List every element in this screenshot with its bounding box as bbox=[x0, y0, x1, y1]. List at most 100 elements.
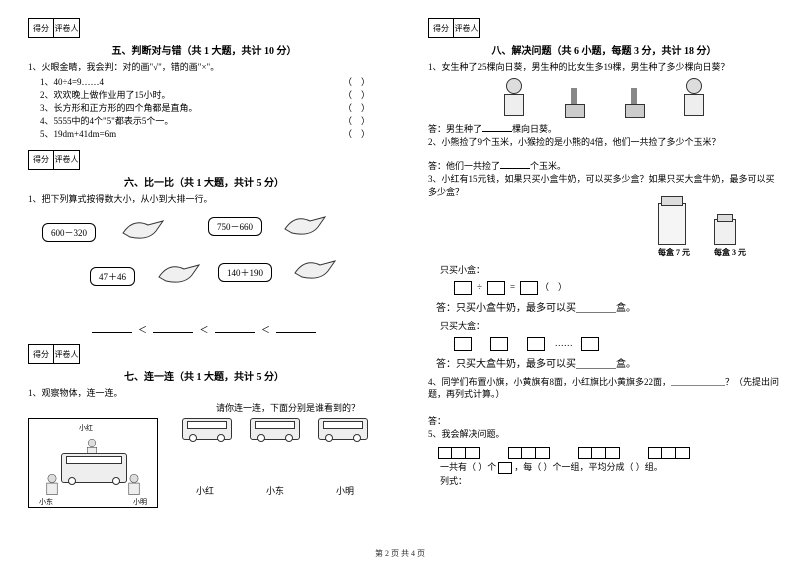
blank bbox=[482, 122, 512, 132]
grader-label: 评卷人 bbox=[54, 18, 80, 38]
q4-answer: 答： bbox=[428, 415, 780, 428]
q2: 2、小熊捡了9个玉米，小猴捡的是小熊的4倍，他们一共捡了多少个玉米？ bbox=[428, 136, 780, 149]
bus-options: 小红 小东 小明 bbox=[170, 418, 380, 508]
box bbox=[487, 281, 505, 295]
s5-item-1-text: 1、40÷4=9……4 bbox=[40, 75, 104, 88]
score-box-8: 得分 评卷人 bbox=[428, 18, 780, 38]
q3-big-calc: …… bbox=[452, 337, 780, 351]
bird-icon bbox=[154, 257, 204, 287]
q1a-prefix: 答：男生种了 bbox=[428, 124, 482, 134]
kid-icon bbox=[44, 474, 61, 496]
score-label: 得分 bbox=[28, 150, 54, 170]
q3-small-calc: ÷=（ ） bbox=[452, 280, 780, 295]
kid-icon bbox=[126, 474, 143, 496]
q5-line2: 列式： bbox=[440, 475, 780, 488]
q3: 3、小红有15元钱，如果只买小盒牛奶，可以买多少盒？如果只买大盒牛奶，最多可以买… bbox=[428, 173, 780, 198]
scene-name-2: 小东 bbox=[39, 497, 53, 507]
s5-item-4-text: 4、5555中的4个"5"都表示5个一。 bbox=[40, 114, 173, 127]
blank bbox=[500, 159, 530, 169]
car-icon bbox=[61, 453, 127, 483]
q3-big-label: 只买大盒： bbox=[440, 320, 780, 333]
milk-big-label: 每盒 7 元 bbox=[658, 247, 690, 258]
paren: （ ） bbox=[340, 101, 370, 114]
q5-line1a: 一共有（ ）个 bbox=[440, 462, 496, 472]
right-column: 得分 评卷人 八、解决问题（共 6 小题，每题 3 分，共计 18 分） 1、女… bbox=[400, 0, 800, 565]
q2a-prefix: 答：他们一共捡了 bbox=[428, 161, 500, 171]
scene-box: 小红 小东 小明 bbox=[28, 418, 158, 508]
q1-illustration bbox=[428, 78, 780, 118]
q1-answer: 答：男生种了 棵向日葵。 bbox=[428, 122, 780, 136]
scene-name-3: 小明 bbox=[133, 497, 147, 507]
s5-item-3: 3、长方形和正方形的四个角都是直角。 （ ） bbox=[40, 101, 380, 114]
bird-icon bbox=[280, 209, 330, 239]
paren: （ ） bbox=[340, 127, 370, 140]
score-box-6: 得分 评卷人 bbox=[28, 150, 380, 170]
box bbox=[454, 337, 472, 351]
expr-1: 600－320 bbox=[42, 223, 96, 242]
score-label: 得分 bbox=[428, 18, 454, 38]
section6-intro: 1、把下列算式按得数大小，从小到大排一行。 bbox=[28, 193, 380, 206]
paren: （ ） bbox=[340, 88, 370, 101]
section7-title: 七、连一连（共 1 大题，共计 5 分） bbox=[28, 368, 380, 383]
bus-view-2 bbox=[250, 418, 300, 440]
score-label: 得分 bbox=[28, 344, 54, 364]
left-column: 得分 评卷人 五、判断对与错（共 1 大题，共计 10 分） 1、火眼金睛，我会… bbox=[0, 0, 400, 565]
s5-item-1: 1、40÷4=9……4 （ ） bbox=[40, 75, 380, 88]
section5-title: 五、判断对与错（共 1 大题，共计 10 分） bbox=[28, 42, 380, 57]
expr-4: 140＋190 bbox=[218, 263, 272, 282]
blank bbox=[92, 332, 132, 333]
flowerpot-icon bbox=[619, 78, 649, 118]
box bbox=[498, 462, 512, 474]
q1: 1、女生种了25棵向日葵，男生种的比女生多19棵，男生种了多少棵向日葵？ bbox=[428, 61, 780, 74]
bird-icon bbox=[290, 253, 340, 283]
q5: 5、我会解决问题。 bbox=[428, 428, 780, 441]
milk-big-icon bbox=[658, 203, 686, 245]
q4: 4、同学们布置小旗，小黄旗有8面，小红旗比小黄旗多22面，___________… bbox=[428, 376, 780, 401]
person-3: 小明 bbox=[336, 484, 354, 497]
q3-big-answer: 答：只买大盒牛奶，最多可以买________盒。 bbox=[436, 355, 780, 370]
person-1: 小红 bbox=[196, 484, 214, 497]
s5-item-5: 5、19dm+41dm=6m （ ） bbox=[40, 127, 380, 140]
q1a-suffix: 棵向日葵。 bbox=[512, 124, 557, 134]
q2a-suffix: 个玉米。 bbox=[530, 161, 566, 171]
score-box-7: 得分 评卷人 bbox=[28, 344, 380, 364]
milk-big-wrap: 每盒 7 元 bbox=[658, 203, 690, 258]
box-group bbox=[508, 447, 550, 459]
bird-icon bbox=[118, 213, 168, 243]
section7-intro: 1、观察物体，连一连。 bbox=[28, 387, 380, 400]
milk-small-icon bbox=[714, 219, 736, 245]
bus-view-3 bbox=[318, 418, 368, 440]
s5-item-5-text: 5、19dm+41dm=6m bbox=[40, 127, 116, 140]
box bbox=[520, 281, 538, 295]
q5-boxes bbox=[438, 447, 780, 459]
s5-item-2-text: 2、欢欢晚上做作业用了15小时。 bbox=[40, 88, 171, 101]
section5-intro: 1、火眼金睛，我会判：对的画"√"，错的画"×"。 bbox=[28, 61, 380, 74]
bus-view-1 bbox=[182, 418, 232, 440]
paren: （ ） bbox=[340, 114, 370, 127]
s5-item-3-text: 3、长方形和正方形的四个角都是直角。 bbox=[40, 101, 198, 114]
grader-label: 评卷人 bbox=[54, 344, 80, 364]
q5-line1b: ，每（ ）个一组，平均分成（ ）组。 bbox=[514, 462, 663, 472]
box bbox=[581, 337, 599, 351]
s5-item-2: 2、欢欢晚上做作业用了15小时。 （ ） bbox=[40, 88, 380, 101]
milk-small-label: 每盒 3 元 bbox=[714, 247, 746, 258]
person-2: 小东 bbox=[266, 484, 284, 497]
q5-line1: 一共有（ ）个 ，每（ ）个一组，平均分成（ ）组。 bbox=[440, 461, 780, 474]
milk-illustration: 每盒 7 元 每盒 3 元 bbox=[428, 203, 746, 258]
milk-small-wrap: 每盒 3 元 bbox=[714, 219, 746, 258]
page-footer: 第 2 页 共 4 页 bbox=[0, 548, 800, 559]
box-group bbox=[648, 447, 690, 459]
s5-item-4: 4、5555中的4个"5"都表示5个一。 （ ） bbox=[40, 114, 380, 127]
box-group bbox=[578, 447, 620, 459]
box bbox=[490, 337, 508, 351]
connect-diagram: 小红 小东 小明 小红 小东 小明 bbox=[28, 418, 380, 508]
box-group bbox=[438, 447, 480, 459]
paren: （ ） bbox=[340, 75, 370, 88]
scene-name-1: 小红 bbox=[79, 423, 93, 433]
compare-row: ＜ ＜ ＜ bbox=[28, 323, 380, 336]
grader-label: 评卷人 bbox=[454, 18, 480, 38]
section8-title: 八、解决问题（共 6 小题，每题 3 分，共计 18 分） bbox=[428, 42, 780, 57]
girl-icon bbox=[499, 78, 529, 118]
boy-icon bbox=[679, 78, 709, 118]
box bbox=[527, 337, 545, 351]
